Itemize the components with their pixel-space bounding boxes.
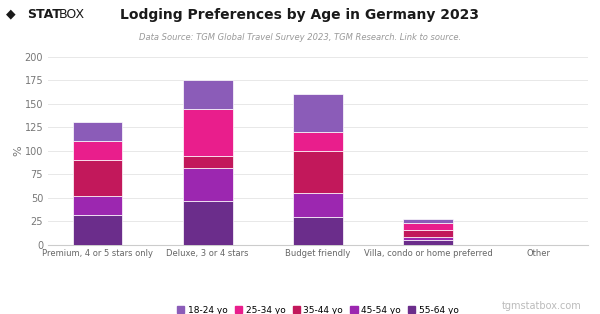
Bar <box>403 223 453 230</box>
Bar <box>293 193 343 217</box>
Bar <box>73 141 122 160</box>
Bar <box>73 160 122 196</box>
Text: Data Source: TGM Global Travel Survey 2023, TGM Research. Link to source.: Data Source: TGM Global Travel Survey 20… <box>139 33 461 42</box>
Bar <box>183 168 233 201</box>
Y-axis label: %: % <box>13 145 23 156</box>
Bar <box>183 80 233 109</box>
Bar <box>73 122 122 141</box>
Bar <box>183 201 233 245</box>
Bar <box>73 215 122 245</box>
Bar <box>293 94 343 132</box>
Text: BOX: BOX <box>59 8 85 21</box>
Bar <box>293 151 343 193</box>
Bar <box>403 230 453 237</box>
Text: tgmstatbox.com: tgmstatbox.com <box>502 301 582 311</box>
Bar <box>183 156 233 168</box>
Bar <box>293 217 343 245</box>
Bar <box>183 109 233 156</box>
Bar <box>403 240 453 245</box>
Bar <box>73 196 122 215</box>
Bar <box>293 132 343 151</box>
Legend: 18-24 yo, 25-34 yo, 35-44 yo, 45-54 yo, 55-64 yo: 18-24 yo, 25-34 yo, 35-44 yo, 45-54 yo, … <box>173 302 463 314</box>
Bar <box>403 219 453 223</box>
Text: STAT: STAT <box>27 8 61 21</box>
Text: ◆: ◆ <box>6 8 16 21</box>
Text: Lodging Preferences by Age in Germany 2023: Lodging Preferences by Age in Germany 20… <box>121 8 479 22</box>
Bar <box>403 237 453 240</box>
